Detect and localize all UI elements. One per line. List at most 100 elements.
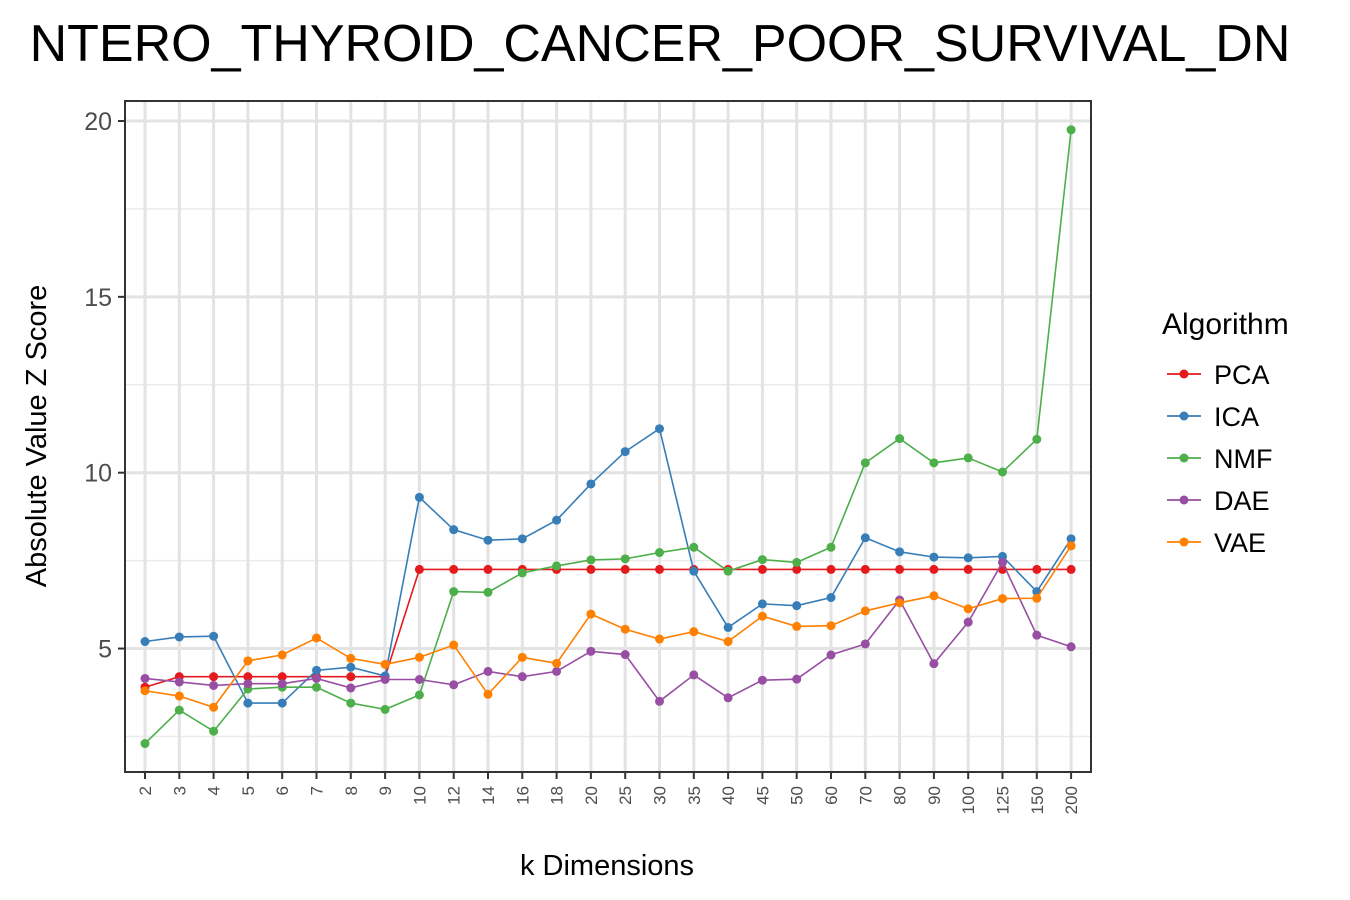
- data-point-nmf: [963, 453, 973, 463]
- data-point-pca: [346, 672, 356, 682]
- x-tick-label: 4: [205, 786, 224, 795]
- data-point-nmf: [929, 458, 939, 468]
- data-point-ica: [792, 601, 802, 611]
- x-tick-label: 12: [445, 786, 464, 805]
- series-line-pca: [144, 568, 1072, 689]
- x-tick-label: 90: [925, 786, 944, 805]
- x-tick-label: 18: [548, 786, 567, 805]
- data-point-vae: [174, 691, 184, 701]
- x-tick-label: 3: [170, 786, 189, 795]
- data-point-ica: [586, 479, 596, 489]
- data-point-nmf: [414, 690, 424, 700]
- data-point-nmf: [380, 704, 390, 714]
- data-point-ica: [483, 535, 493, 545]
- data-point-vae: [620, 624, 630, 634]
- data-point-pca: [620, 564, 630, 574]
- legend-key-point: [1179, 537, 1189, 547]
- x-tick-label: 14: [479, 786, 498, 805]
- x-tick-label: 150: [1028, 786, 1047, 814]
- data-point-pca: [277, 672, 287, 682]
- data-point-dae: [723, 693, 733, 703]
- y-tick-label: 5: [98, 636, 112, 664]
- data-point-vae: [689, 627, 699, 637]
- data-point-ica: [517, 534, 527, 544]
- data-point-pca: [209, 672, 219, 682]
- y-tick-label: 10: [84, 460, 112, 488]
- data-point-nmf: [1066, 125, 1076, 135]
- data-point-nmf: [620, 554, 630, 564]
- data-point-pca: [929, 564, 939, 574]
- x-tick-label: 8: [342, 786, 361, 795]
- x-tick-label: 25: [616, 786, 635, 805]
- data-point-pca: [449, 564, 459, 574]
- data-point-vae: [380, 659, 390, 669]
- legend-key-point: [1179, 369, 1189, 379]
- x-axis-label: k Dimensions: [520, 850, 694, 882]
- data-point-vae: [655, 634, 664, 644]
- data-point-vae: [826, 621, 836, 631]
- data-point-dae: [655, 696, 664, 706]
- data-point-dae: [860, 639, 870, 649]
- data-point-vae: [140, 686, 150, 696]
- data-point-ica: [1066, 534, 1076, 544]
- data-point-dae: [963, 617, 973, 627]
- data-point-vae: [312, 633, 321, 643]
- series-layer: [140, 125, 1076, 749]
- chart-title-container: NTERO_THYROID_CANCER_POOR_SURVIVAL_DN: [0, 8, 1350, 88]
- data-point-vae: [1066, 541, 1076, 551]
- data-point-dae: [792, 674, 802, 684]
- data-point-vae: [895, 598, 905, 608]
- data-point-ica: [243, 698, 253, 708]
- data-point-dae: [929, 659, 939, 669]
- x-tick-label: 2: [136, 786, 155, 795]
- legend-item-pca: PCA: [1167, 360, 1270, 390]
- data-point-nmf: [312, 682, 321, 692]
- data-point-ica: [312, 665, 321, 675]
- data-point-dae: [1066, 642, 1076, 652]
- legend-title: Algorithm: [1162, 308, 1289, 341]
- series-line-dae: [144, 560, 1072, 703]
- x-tick-label: 6: [273, 786, 292, 795]
- data-point-vae: [552, 658, 562, 668]
- data-point-dae: [449, 680, 459, 690]
- data-point-ica: [929, 552, 939, 562]
- data-point-vae: [346, 653, 356, 663]
- series-line-vae: [144, 545, 1072, 709]
- x-tick-label: 45: [753, 786, 772, 805]
- data-point-ica: [757, 599, 767, 609]
- data-point-vae: [929, 591, 939, 601]
- legend-label: VAE: [1214, 528, 1266, 558]
- data-point-dae: [277, 679, 287, 689]
- legend-item-dae: DAE: [1167, 486, 1270, 516]
- data-point-dae: [312, 673, 321, 683]
- data-point-nmf: [998, 467, 1007, 477]
- x-tick-label: 100: [959, 786, 978, 814]
- plot-panel-border: [124, 100, 1092, 773]
- data-point-dae: [552, 666, 562, 676]
- data-point-vae: [209, 702, 219, 712]
- x-tick-label: 9: [376, 786, 395, 795]
- data-point-pca: [826, 564, 836, 574]
- x-tick-label: 50: [788, 786, 807, 805]
- data-point-nmf: [449, 587, 459, 597]
- data-point-nmf: [860, 458, 870, 468]
- legend: Algorithm PCA ICA NMF DAE VAE: [1162, 308, 1289, 558]
- legend-item-vae: VAE: [1167, 528, 1266, 558]
- legend-key-point: [1179, 453, 1189, 463]
- data-point-dae: [517, 672, 527, 682]
- data-point-vae: [414, 652, 424, 662]
- data-point-nmf: [174, 705, 184, 715]
- data-point-pca: [655, 564, 664, 574]
- x-tick-label: 60: [822, 786, 841, 805]
- data-point-pca: [1066, 564, 1076, 574]
- data-point-nmf: [209, 726, 219, 736]
- data-point-nmf: [757, 555, 767, 565]
- x-tick-label: 40: [719, 786, 738, 805]
- data-point-nmf: [552, 561, 562, 571]
- y-axis-label: Absolute Value Z Score: [21, 285, 53, 588]
- data-point-dae: [620, 650, 630, 660]
- data-point-dae: [140, 673, 150, 683]
- data-point-ica: [140, 637, 150, 647]
- data-point-pca: [963, 564, 973, 574]
